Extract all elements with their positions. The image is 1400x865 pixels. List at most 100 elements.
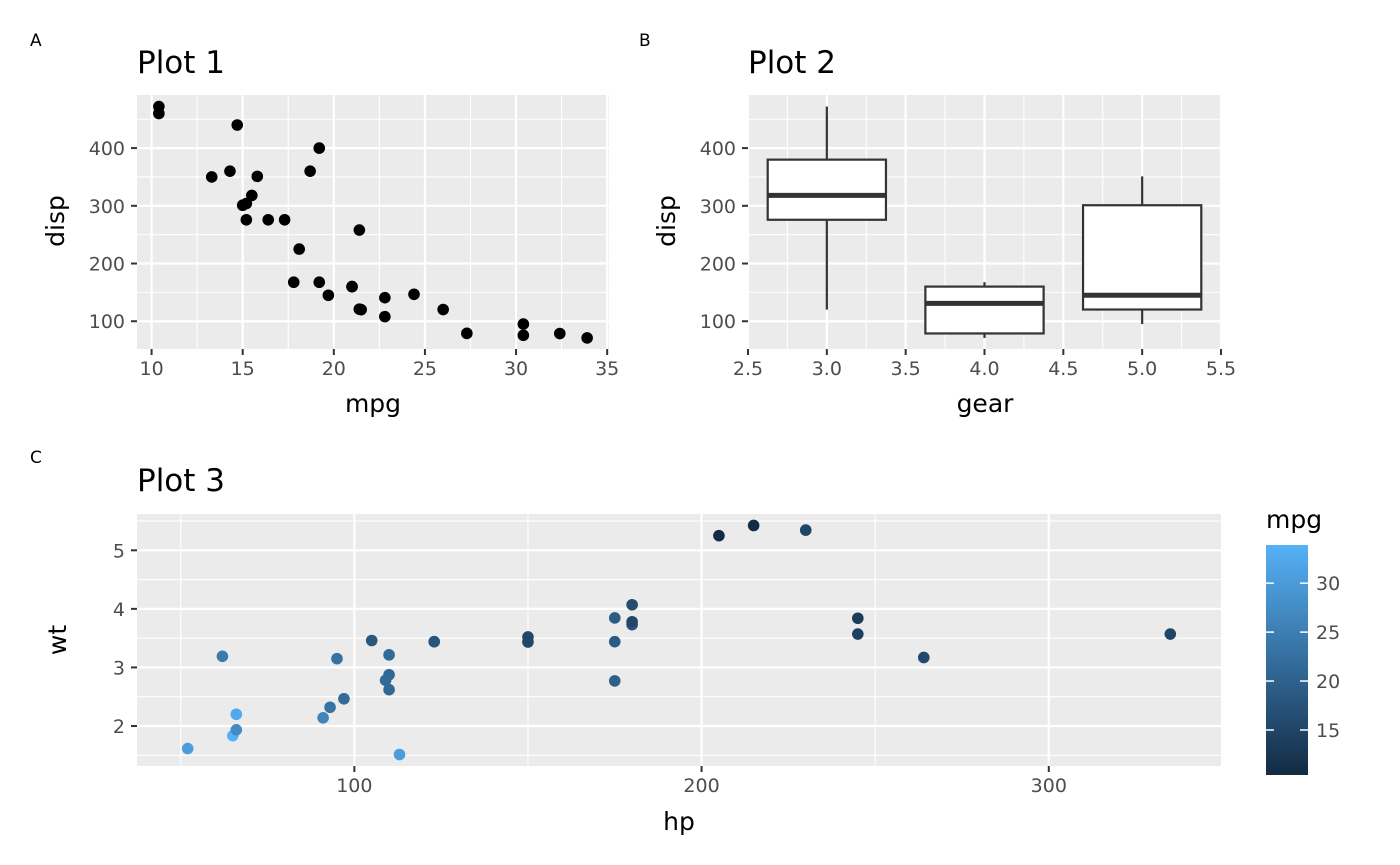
data-point — [379, 291, 391, 304]
legend-ticks: 15 20 25 30 — [1266, 573, 1340, 742]
data-point — [251, 170, 264, 183]
data-point — [517, 318, 530, 330]
data-point — [917, 651, 930, 664]
x-tick-label: 35 — [595, 358, 619, 380]
data-point — [331, 652, 343, 665]
data-point — [437, 303, 449, 316]
y-tick-label: 2 — [113, 716, 125, 738]
data-point — [216, 650, 229, 663]
data-point — [428, 635, 441, 648]
data-point — [353, 224, 366, 236]
data-point — [240, 213, 253, 226]
y-tick-label: 100 — [89, 311, 125, 333]
x-tick-label: 100 — [336, 775, 372, 797]
x-axis-title-a: mpg — [345, 389, 401, 418]
plot-area-a: 10 15 20 25 30 35 100 200 300 400 — [89, 95, 619, 380]
data-point — [852, 628, 864, 640]
y-tick-label: 100 — [700, 311, 736, 333]
x-tick-label: 30 — [504, 358, 528, 380]
data-point — [224, 165, 236, 177]
x-tick-label: 4.0 — [969, 358, 999, 380]
y-tick-label: 400 — [89, 138, 125, 160]
panel-c: C Plot 3 100 200 300 2 3 4 5 hp wt — [30, 448, 1221, 836]
y-tick-label: 300 — [700, 196, 736, 218]
data-point — [379, 310, 391, 323]
y-axis-title-a: disp — [41, 195, 70, 247]
data-point — [287, 276, 300, 289]
plot-title-c: Plot 3 — [137, 463, 225, 499]
data-point — [1164, 628, 1177, 640]
x-axis-title-c: hp — [663, 807, 695, 836]
y-tick-label: 400 — [700, 138, 736, 160]
data-point — [230, 708, 243, 721]
data-point — [799, 524, 812, 536]
plot-title-a: Plot 1 — [137, 45, 225, 81]
x-tick-label: 5.0 — [1127, 358, 1157, 380]
x-tick-label: 25 — [413, 358, 437, 380]
data-point — [353, 303, 366, 315]
panel-background-a — [137, 95, 609, 349]
panel-b: B Plot 2 2.5 3.0 3.5 4.0 4.5 5.0 5.5 100 200 300 4… — [639, 31, 1236, 418]
y-axis-title-b: disp — [652, 195, 681, 247]
data-point — [408, 288, 420, 301]
legend-colorbar — [1266, 545, 1308, 775]
data-point — [181, 742, 194, 755]
y-tick-label: 200 — [700, 254, 736, 276]
legend-tick-label: 25 — [1316, 622, 1340, 644]
data-point — [608, 675, 621, 687]
data-point — [581, 332, 593, 344]
data-point — [278, 213, 291, 226]
x-tick-label: 10 — [139, 358, 163, 380]
legend-tick-label: 20 — [1316, 671, 1340, 693]
data-point — [346, 280, 358, 293]
panel-tag-c: C — [30, 448, 42, 468]
x-tick-label: 200 — [683, 775, 719, 797]
data-point — [230, 724, 243, 736]
data-point — [262, 213, 275, 226]
plot-title-b: Plot 2 — [748, 45, 836, 81]
box-body — [766, 158, 888, 221]
data-point — [304, 165, 316, 177]
x-tick-label: 5.5 — [1206, 358, 1236, 380]
x-tick-label: 20 — [322, 358, 346, 380]
x-axis-title-b: gear — [957, 389, 1015, 418]
data-point — [461, 327, 473, 340]
x-tick-label: 4.5 — [1048, 358, 1078, 380]
data-point — [852, 612, 864, 625]
data-point — [365, 634, 378, 647]
legend-tick-label: 15 — [1316, 720, 1340, 742]
color-legend: mpg 15 20 25 30 — [1266, 505, 1340, 775]
data-point — [153, 107, 165, 120]
data-point — [383, 649, 395, 661]
data-point — [236, 199, 249, 212]
data-point — [324, 701, 336, 714]
box-body — [924, 285, 1045, 335]
data-point — [608, 612, 621, 624]
panel-a: A Plot 1 10 15 20 25 30 35 100 200 300 400 mpg di… — [30, 31, 619, 418]
data-point — [608, 635, 621, 648]
panel-background-c — [137, 514, 1221, 766]
data-point — [522, 636, 534, 648]
x-tick-label: 300 — [1031, 775, 1067, 797]
x-tick-label: 15 — [231, 358, 255, 380]
x-tick-label: 2.5 — [733, 358, 763, 380]
data-point — [313, 276, 326, 289]
data-point — [553, 327, 566, 340]
legend-title: mpg — [1266, 505, 1322, 534]
data-point — [293, 243, 305, 255]
data-point — [713, 529, 725, 542]
data-point — [205, 171, 218, 183]
y-tick-label: 4 — [113, 599, 125, 621]
plot-area-b: 2.5 3.0 3.5 4.0 4.5 5.0 5.5 100 200 300 400 — [700, 95, 1236, 380]
y-axis-title-c: wt — [43, 625, 72, 655]
y-tick-label: 200 — [89, 254, 125, 276]
y-tick-label: 300 — [89, 196, 125, 218]
x-tick-label: 3.5 — [891, 358, 921, 380]
data-point — [747, 519, 760, 532]
data-point — [626, 615, 638, 628]
y-tick-label: 5 — [113, 540, 125, 562]
data-point — [313, 142, 326, 154]
data-point — [383, 683, 395, 696]
data-point — [626, 598, 638, 611]
